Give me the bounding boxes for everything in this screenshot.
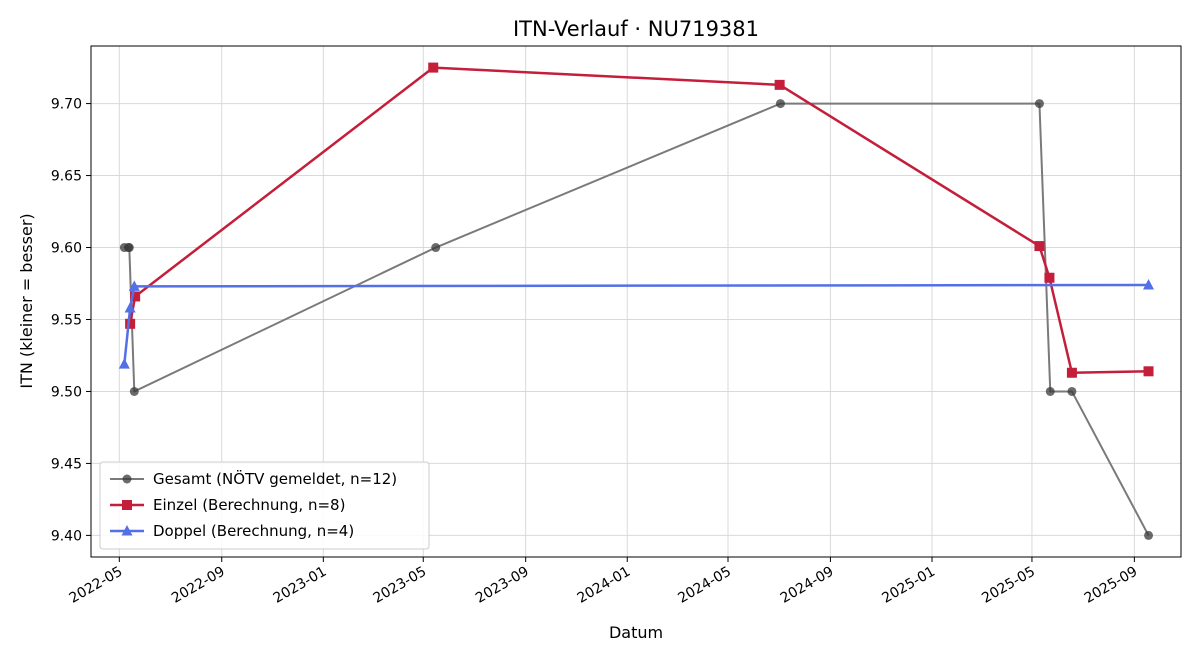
legend-label: Einzel (Berechnung, n=8) [153,496,345,514]
data-point [1143,278,1155,290]
legend-marker [122,474,132,484]
y-tick-label: 9.45 [51,456,82,472]
y-tick-label: 9.40 [51,528,82,544]
x-tick-label: 2025-09 [1082,564,1141,607]
legend: Gesamt (NÖTV gemeldet, n=12) Einzel (Bere… [99,461,430,550]
legend-entry: Doppel (Berechnung, n=4) [110,522,354,540]
data-point [1143,366,1154,377]
series-layer [118,62,1155,540]
data-point [775,99,785,109]
x-tick-label: 2023-01 [271,564,330,607]
data-point [124,243,134,253]
y-tick-label: 9.55 [51,312,82,328]
x-tick-label: 2025-01 [879,564,938,607]
data-point [1045,386,1055,396]
x-tick-label: 2024-09 [778,564,837,607]
series-line [123,283,1149,365]
data-point [428,62,439,73]
y-tick-label: 9.65 [51,169,82,185]
y-tick-label: 9.70 [51,97,82,113]
data-point [1034,99,1044,109]
x-tick-label: 2022-05 [67,564,126,607]
x-tick-label: 2024-01 [575,564,634,607]
data-point [1066,367,1077,378]
legend-entry: Einzel (Berechnung, n=8) [110,496,345,514]
series-1 [119,99,1154,540]
data-point [130,291,141,302]
data-point [1067,386,1077,396]
data-point [129,386,139,396]
y-axis-label: ITN (kleiner = besser) [17,213,36,388]
data-point [125,318,136,329]
legend-box [99,461,430,550]
x-tick-label: 2023-09 [473,564,532,607]
grid [91,46,1181,557]
data-point [431,243,441,253]
data-point [118,358,130,369]
legend-label: Gesamt (NÖTV gemeldet, n=12) [153,469,397,488]
legend-marker [122,500,132,510]
series-3 [118,278,1155,369]
data-point [1034,241,1045,252]
data-point [1144,530,1154,540]
x-tick-label: 2023-05 [371,564,430,607]
chart-title: ITN-Verlauf · NU719381 [513,17,759,41]
x-tick-label: 2022-09 [169,564,228,607]
x-tick-label: 2025-05 [979,564,1038,607]
data-point [128,280,140,291]
y-tick-label: 9.60 [51,241,82,257]
y-tick-label: 9.50 [51,384,82,400]
legend-label: Doppel (Berechnung, n=4) [153,522,354,540]
data-point [124,301,136,313]
legend-marker [121,525,133,536]
x-axis-label: Datum [609,623,663,642]
data-point [774,79,785,90]
data-point [1044,272,1055,283]
x-tick-label: 2024-05 [675,564,734,607]
plot-frame [90,45,1182,558]
series-2 [125,62,1154,378]
series-line [128,66,1149,374]
legend-entry: Gesamt (NÖTV gemeldet, n=12) [110,469,397,488]
